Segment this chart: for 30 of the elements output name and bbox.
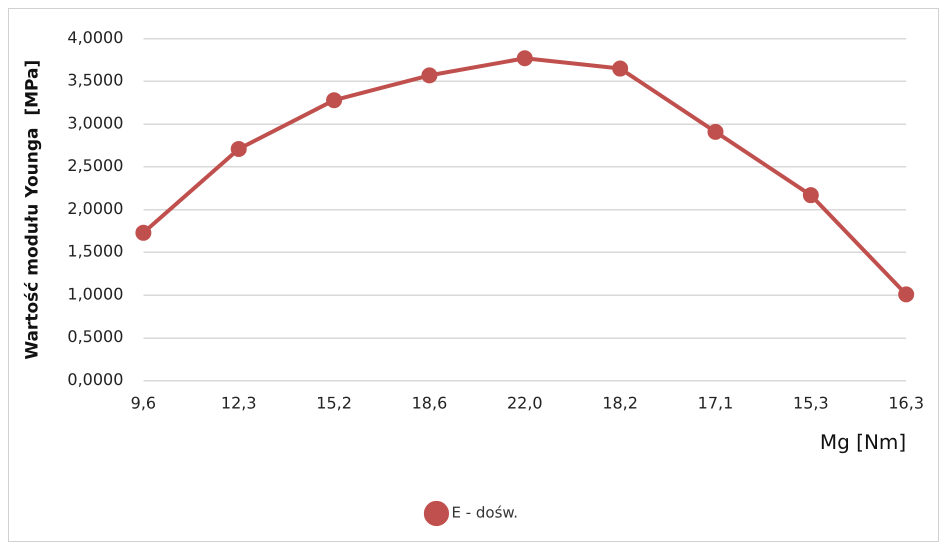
y-tick-label: 3,0000 bbox=[67, 113, 124, 132]
x-tick-label: 22,0 bbox=[506, 394, 543, 413]
y-tick-label: 2,5000 bbox=[67, 156, 124, 176]
point bbox=[135, 224, 152, 241]
x-tick-label: 15,2 bbox=[316, 394, 352, 413]
y-tick-label: 2,0000 bbox=[67, 198, 124, 218]
point bbox=[516, 50, 533, 66]
legend-label: E - dośw. bbox=[451, 503, 518, 522]
point bbox=[707, 124, 724, 140]
y-axis-title: Wartość modułu Younga [MPa] bbox=[22, 60, 43, 360]
point bbox=[612, 60, 628, 77]
x-tick-label: 9,6 bbox=[130, 394, 156, 413]
point bbox=[421, 67, 438, 84]
x-tick-label: 15,3 bbox=[793, 394, 829, 413]
y-tick-label: 4,0000 bbox=[67, 28, 124, 47]
x-tick-label: 18,2 bbox=[602, 394, 638, 413]
x-tick-label: 17,1 bbox=[698, 394, 734, 413]
point bbox=[326, 92, 342, 108]
y-tick-label: 1,0000 bbox=[67, 284, 124, 304]
y-tick-label: 3,5000 bbox=[67, 70, 124, 90]
x-tick-label: 12,3 bbox=[220, 394, 257, 413]
y-tick-label: 0,0000 bbox=[67, 370, 124, 389]
point bbox=[898, 286, 914, 302]
x-axis-title: Mg [Nm] bbox=[820, 430, 906, 454]
y-tick-label: 0,5000 bbox=[67, 327, 124, 346]
x-tick-label: 18,6 bbox=[412, 394, 448, 413]
point bbox=[802, 187, 819, 204]
y-tick-label: 1,5000 bbox=[67, 242, 124, 261]
point bbox=[230, 140, 247, 157]
x-tick-label: 16,3 bbox=[888, 394, 924, 413]
